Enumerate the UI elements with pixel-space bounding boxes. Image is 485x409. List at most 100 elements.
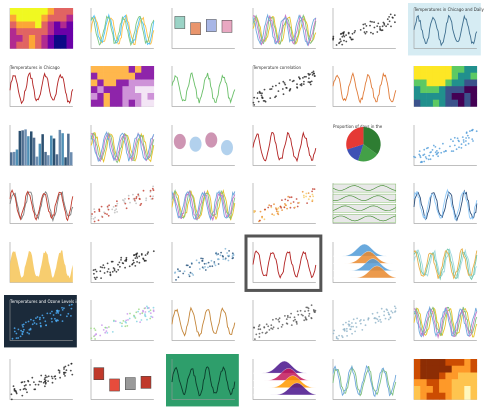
scatter-point (118, 265, 121, 268)
scatter-point (260, 96, 263, 99)
scatter-point (370, 31, 373, 34)
scatter-point (343, 39, 346, 42)
scatter-point (303, 310, 306, 313)
scatter-point (188, 265, 191, 268)
scatter-point (425, 157, 428, 160)
scatter-point (61, 307, 63, 309)
scatter-point (259, 92, 261, 95)
scatter-point (134, 264, 137, 267)
bar (47, 155, 50, 166)
heatmap-cell (66, 21, 74, 29)
scatter-point (365, 25, 368, 27)
scatter-point (98, 210, 101, 213)
heatmap-cell (439, 100, 446, 108)
scatter-point (342, 323, 345, 326)
scatter-point (68, 304, 71, 307)
scatter-point (123, 201, 126, 204)
facet-panel (333, 194, 397, 203)
scatter-point (117, 268, 119, 271)
scatter-point (13, 327, 16, 330)
line-series (171, 306, 235, 338)
scatter-point (21, 333, 24, 335)
heatmap-cell (433, 365, 440, 373)
scatter-point (356, 317, 359, 320)
scatter-point (434, 151, 437, 154)
scatter-point (332, 35, 335, 38)
scatter-point (127, 195, 130, 197)
scatter-point (104, 212, 106, 215)
heatmap-cell (420, 378, 428, 386)
tile-axes (252, 8, 316, 49)
scatter-point (94, 277, 97, 280)
scatter-point (135, 311, 138, 314)
scatter-point (276, 208, 278, 211)
tile-axes (171, 8, 235, 49)
heatmap-cell (103, 93, 111, 101)
heatmap-cell (97, 100, 104, 108)
scatter-point (63, 367, 65, 370)
scatter-point (94, 329, 97, 332)
heatmap-cell (451, 73, 459, 81)
scatter-point (341, 43, 344, 46)
scatter-point (419, 154, 422, 157)
tile-axes (9, 241, 73, 283)
scatter-point (289, 202, 292, 205)
scatter-point (363, 31, 366, 33)
scatter-point (64, 371, 67, 374)
tile-axes (252, 183, 316, 225)
heatmap-cell (28, 35, 36, 42)
scatter-point (17, 328, 20, 331)
scatter-point (30, 318, 32, 321)
heatmap-cell (28, 8, 36, 15)
scatter-point (458, 146, 461, 149)
bar (32, 137, 36, 166)
heatmap-cell (414, 365, 421, 373)
heatmap-cell (41, 28, 48, 36)
scatter-point (465, 139, 467, 142)
heatmap-cell (426, 378, 434, 386)
scatter-point (40, 374, 43, 376)
heatmap-cell (458, 66, 465, 74)
heatmap-cell (420, 86, 428, 94)
heatmap-cell (470, 365, 478, 373)
scatter-point (38, 318, 41, 321)
scatter-point (93, 327, 96, 330)
heatmap-cell (103, 73, 111, 81)
bar (35, 156, 39, 166)
scatter-point (49, 312, 52, 315)
heatmap-cell (470, 86, 478, 94)
scatter-point (286, 196, 289, 198)
scatter-point (376, 25, 379, 27)
scatter-point (32, 319, 35, 322)
scatter-point (93, 276, 96, 279)
pie-slice (358, 144, 378, 162)
heatmap-cell (433, 378, 440, 386)
scatter-point (125, 258, 128, 261)
heatmap-cell (16, 35, 23, 42)
heatmap-cell (97, 79, 104, 87)
heatmap-cell (35, 14, 42, 22)
line-series (9, 72, 74, 105)
scatter-point (336, 336, 338, 338)
scatter-point (123, 198, 126, 201)
scatter-point (132, 254, 135, 256)
scatter-point (428, 154, 431, 157)
scatter-point (457, 139, 460, 142)
scatter-point (392, 311, 394, 314)
scatter-point (221, 257, 224, 260)
heatmap-cell (147, 73, 154, 81)
scatter-point (360, 322, 363, 325)
tile-axes (9, 66, 73, 108)
scatter-point (272, 203, 275, 206)
scatter-point (437, 155, 440, 157)
heatmap-cell (433, 100, 440, 108)
scatter-point (281, 81, 284, 84)
scatter-point (471, 138, 474, 140)
heatmap-cell (433, 93, 440, 101)
heatmap-cell (147, 79, 154, 87)
heatmap-cell (451, 86, 459, 94)
scatter-point (44, 384, 46, 387)
heatmap-cell (433, 73, 440, 81)
heatmap-cell (439, 358, 446, 366)
scatter-point (381, 307, 383, 310)
